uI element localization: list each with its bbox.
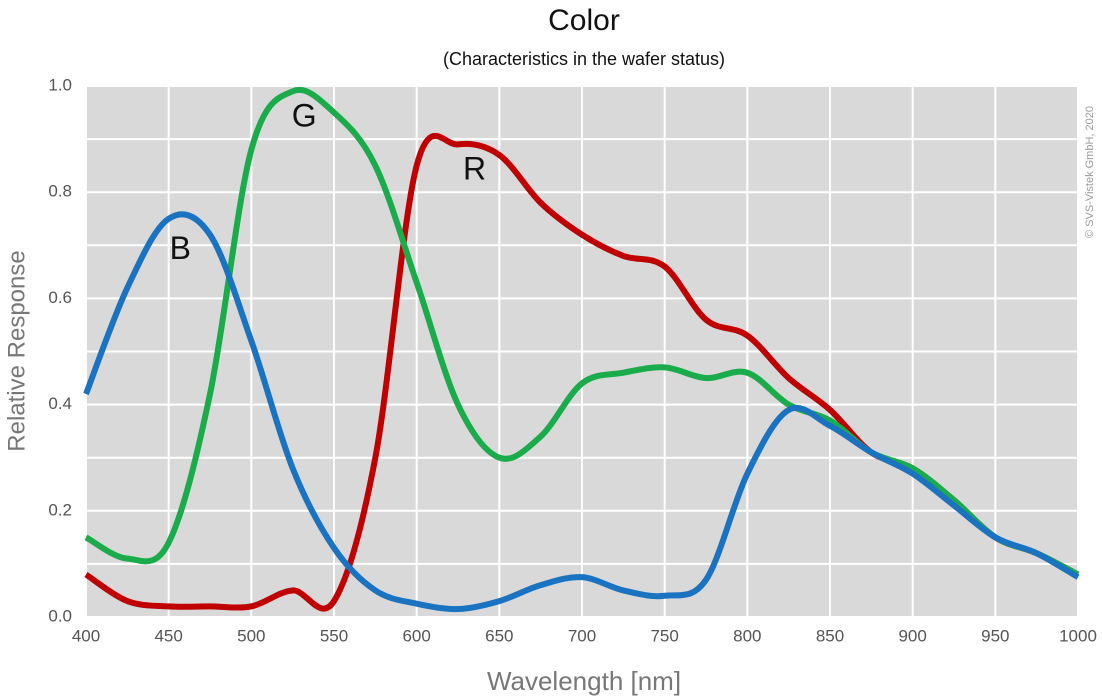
x-tick-label: 500 [237, 626, 265, 645]
y-tick-label: 0.2 [48, 500, 72, 519]
chart-title: Color [548, 4, 620, 37]
annotation: G [292, 97, 317, 133]
y-tick-label: 0.8 [48, 182, 72, 201]
line-series [83, 211, 1080, 613]
x-tick-label: 700 [568, 626, 596, 645]
copyright: © SVS-Vistek GmbH, 2020 [1084, 106, 1096, 238]
annotation: B [170, 230, 191, 266]
y-tick-label: 0.0 [48, 606, 72, 625]
x-tick-label: 850 [816, 626, 844, 645]
y-tick-label: 1.0 [48, 75, 72, 94]
x-tick-label: 750 [650, 626, 678, 645]
x-tick-label: 900 [898, 626, 926, 645]
y-tick-label: 0.6 [48, 288, 72, 307]
x-tick-label: 400 [72, 626, 100, 645]
annotation: R [463, 150, 486, 186]
x-tick-label: 600 [402, 626, 430, 645]
x-axis-label: Wavelength [nm] [487, 666, 681, 696]
x-tick-label: 950 [981, 626, 1009, 645]
x-tick-label: 550 [320, 626, 348, 645]
chart-subtitle: (Characteristics in the wafer status) [443, 49, 725, 69]
y-tick-label: 0.4 [48, 394, 72, 413]
x-tick-label: 650 [485, 626, 513, 645]
x-tick-label: 450 [154, 626, 182, 645]
y-axis-label: Relative Response [3, 250, 30, 451]
x-tick-label: 1000 [1059, 626, 1097, 645]
x-tick-label: 800 [733, 626, 761, 645]
